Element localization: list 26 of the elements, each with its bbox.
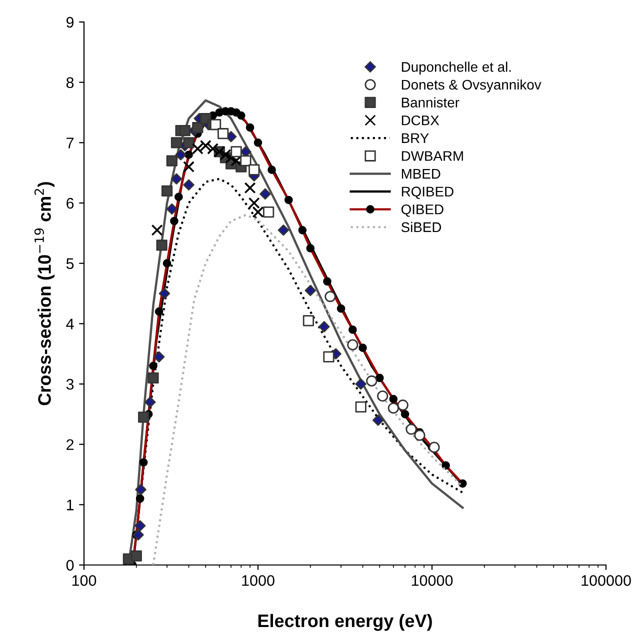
legend-label: RQIBED — [402, 186, 454, 199]
legend-label: Bannister — [402, 97, 460, 108]
y-tick-label: 8 — [66, 77, 74, 88]
y-tick-label: 7 — [66, 138, 74, 148]
y-tick-label: 0 — [66, 560, 74, 571]
legend-label: SiBED — [401, 222, 442, 232]
y-tick-label: 3 — [66, 378, 74, 390]
legend-label: MBED — [402, 169, 440, 179]
x-tick-label: 100000 — [582, 575, 631, 586]
y-tick-label: 6 — [66, 198, 74, 209]
y-tick-label: 1 — [66, 500, 74, 510]
legend-label: DCBX — [402, 115, 440, 126]
x-tick-label: 100 — [72, 575, 96, 586]
y-tick-label: 2 — [66, 439, 74, 450]
legend-label: QIBED — [401, 204, 444, 217]
legend-label: BRY — [402, 133, 429, 143]
x-tick-label: 1000 — [242, 575, 274, 586]
legend-label: Donets & Ovsyannikov — [402, 79, 542, 92]
x-axis-title: Electron energy (eV) — [258, 614, 432, 631]
legend-label: DWBARM — [402, 151, 463, 161]
legend-label: Duponchelle et al. — [402, 62, 511, 75]
y-tick-label: 9 — [66, 16, 74, 28]
y-axis-title: Cross-section (10$^{−19}$ cm$^{2}$) — [34, 182, 54, 406]
y-tick-label: 5 — [66, 258, 74, 270]
y-tick-label: 4 — [66, 318, 74, 330]
x-tick-label: 10000 — [412, 575, 453, 586]
